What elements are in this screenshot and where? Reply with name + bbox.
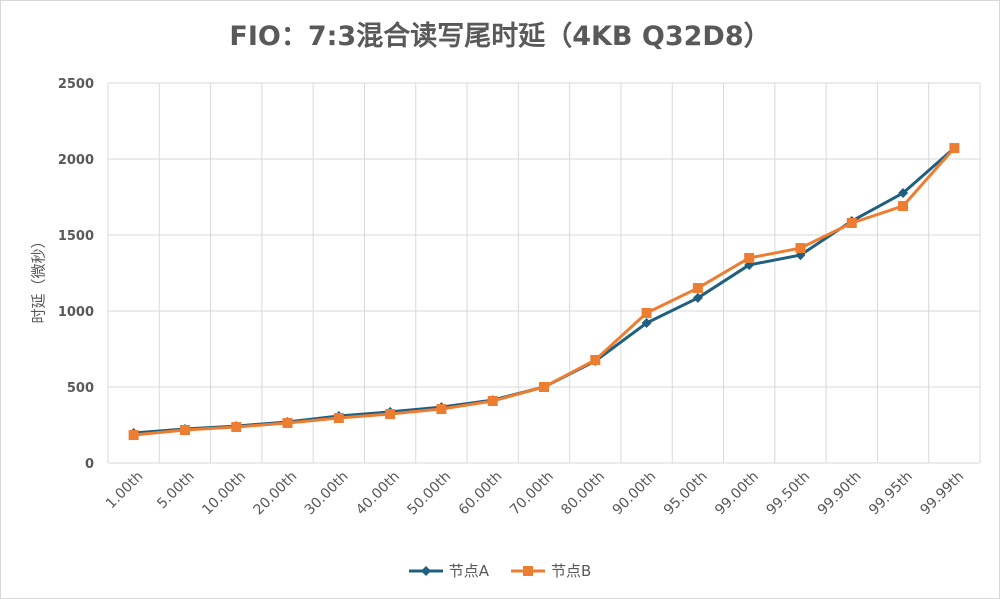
data-point-b bbox=[179, 425, 190, 436]
x-tick-label: 30.00th bbox=[302, 469, 352, 519]
x-tick-label: 99.99th bbox=[917, 469, 967, 519]
data-point-b bbox=[231, 421, 242, 432]
data-point-b bbox=[436, 404, 447, 415]
x-tick-label: 1.00th bbox=[103, 469, 147, 513]
data-point-b bbox=[846, 217, 857, 228]
x-tick-label: 90.00th bbox=[610, 469, 660, 519]
x-tick-label: 99.90th bbox=[815, 469, 865, 519]
x-tick-label: 60.00th bbox=[456, 469, 506, 519]
x-tick-label: 5.00th bbox=[154, 469, 198, 513]
y-tick-label: 1000 bbox=[58, 305, 94, 320]
x-tick-label: 70.00th bbox=[507, 469, 557, 519]
data-point-b bbox=[898, 200, 909, 211]
data-point-b bbox=[333, 413, 344, 424]
data-point-b bbox=[282, 418, 293, 429]
x-tick-label: 99.95th bbox=[866, 469, 916, 519]
x-tick-label: 20.00th bbox=[251, 469, 301, 519]
x-tick-label: 40.00th bbox=[353, 469, 403, 519]
data-point-b bbox=[590, 354, 601, 365]
y-tick-label: 2500 bbox=[58, 77, 94, 92]
legend-item-b: 节点B bbox=[510, 560, 592, 581]
legend-item-a: 节点A bbox=[408, 560, 489, 581]
legend-label-a: 节点A bbox=[448, 562, 489, 580]
legend: 节点A 节点B bbox=[0, 560, 1000, 581]
chart-title: FIO：7:3混合读写尾时延（4KB Q32D8） bbox=[229, 21, 771, 52]
data-point-b bbox=[385, 409, 396, 420]
data-point-b bbox=[641, 307, 652, 318]
x-tick-label: 80.00th bbox=[558, 469, 608, 519]
legend-marker-a-icon bbox=[408, 565, 443, 576]
data-point-b bbox=[949, 143, 960, 154]
data-point-b bbox=[128, 430, 139, 441]
y-tick-label: 1500 bbox=[58, 229, 94, 244]
y-tick-label: 500 bbox=[67, 381, 94, 396]
x-tick-label: 99.50th bbox=[763, 469, 813, 519]
data-point-b bbox=[692, 283, 703, 294]
data-point-b bbox=[487, 395, 498, 406]
y-tick-label: 2000 bbox=[58, 153, 94, 168]
data-point-a bbox=[692, 292, 703, 303]
data-point-b bbox=[744, 252, 755, 263]
x-tick-label: 95.00th bbox=[661, 469, 711, 519]
x-tick-label: 99.00th bbox=[712, 469, 762, 519]
data-point-a bbox=[898, 188, 909, 199]
legend-label-b: 节点B bbox=[550, 562, 592, 580]
x-tick-label: 10.00th bbox=[199, 469, 249, 519]
data-point-b bbox=[795, 243, 806, 254]
y-tick-label: 0 bbox=[85, 457, 94, 472]
data-point-a bbox=[641, 318, 652, 329]
legend-marker-b-icon bbox=[510, 565, 545, 576]
data-point-b bbox=[539, 382, 549, 392]
x-tick-label: 50.00th bbox=[404, 469, 454, 519]
